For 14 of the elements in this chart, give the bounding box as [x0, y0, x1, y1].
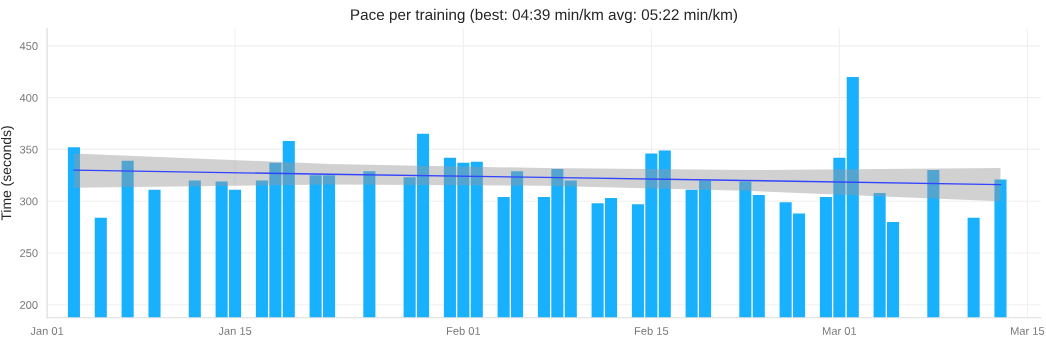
x-tick-label: Jan 01 [30, 327, 64, 335]
x-tick-label: Feb 15 [634, 326, 669, 335]
y-tick-label: 200 [20, 301, 38, 309]
x-tick-label: Mar 15 [1010, 327, 1045, 335]
x-tick-label: Mar 01 [822, 327, 857, 335]
y-axis-title: Time (seconds) [1, 126, 14, 221]
y-tick-label: 350 [19, 145, 38, 154]
y-tick-label: 400 [19, 93, 38, 102]
x-tick-label: Feb 01 [446, 326, 481, 335]
x-tick-label: Jan 15 [218, 327, 252, 335]
chart-title: Pace per training (best: 04:39 min/km avg: 05:22 min/km) [351, 8, 738, 24]
y-tick-label: 300 [19, 197, 38, 206]
y-tick-label: 450 [19, 42, 38, 50]
y-tick-label: 250 [20, 249, 38, 258]
